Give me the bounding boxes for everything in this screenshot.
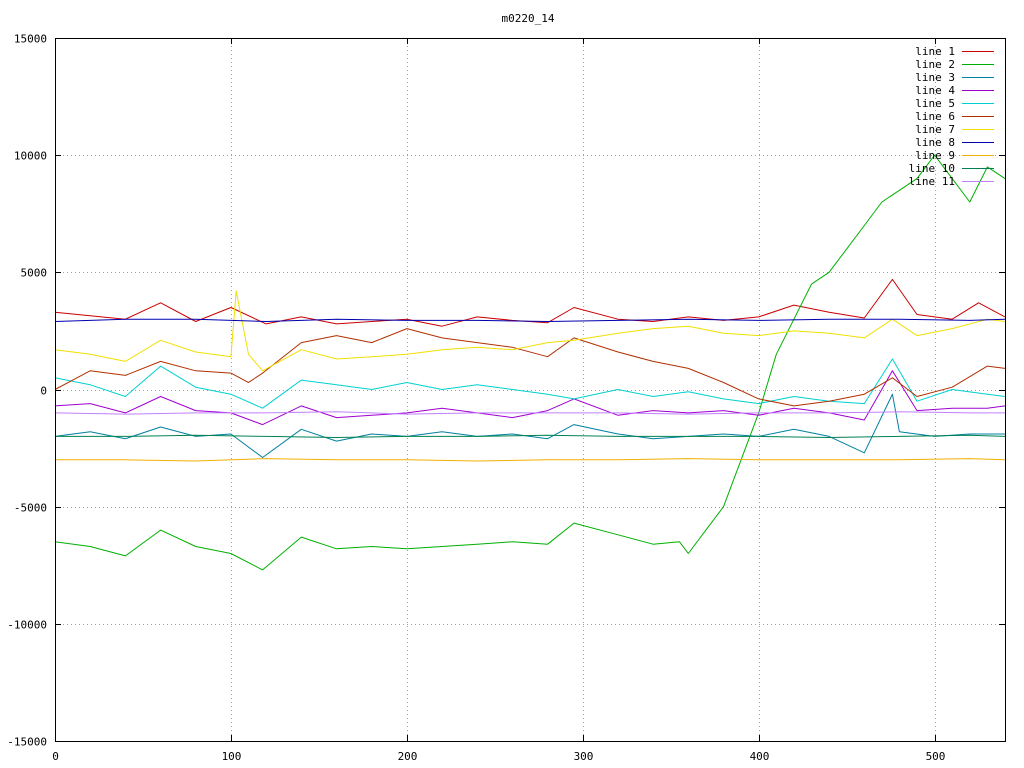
x-tick-label: 100 xyxy=(222,750,242,763)
legend-label: line 10 xyxy=(909,162,955,175)
y-tick-label: 0 xyxy=(40,385,47,398)
y-tick-label: 5000 xyxy=(21,267,48,280)
y-tick-label: -15000 xyxy=(7,736,47,749)
x-tick-label: 400 xyxy=(750,750,770,763)
series-2-line xyxy=(54,154,1006,571)
series-7-line xyxy=(54,290,1006,372)
series-3-line xyxy=(54,393,1005,458)
y-tick-label: -5000 xyxy=(14,502,47,515)
series-11-line xyxy=(54,411,1005,415)
legend-label: line 1 xyxy=(915,45,955,58)
series-4-line xyxy=(54,370,1006,426)
series-8-line xyxy=(54,318,1006,322)
series-10-line xyxy=(55,434,1006,438)
chart-title: m0220_14 xyxy=(502,12,555,25)
y-tick-label: 15000 xyxy=(14,33,47,46)
axis-ticks: 0 100 200 300 400 500 -15000 -10000 -5000 0 5000 10… xyxy=(7,33,1005,763)
legend-label: line 6 xyxy=(915,110,955,123)
series-1-line xyxy=(54,278,1006,327)
legend-label: line 8 xyxy=(915,136,955,149)
legend-label: line 3 xyxy=(915,71,955,84)
x-tick-label: 300 xyxy=(574,750,594,763)
legend-label: line 2 xyxy=(915,58,955,71)
legend-label: line 5 xyxy=(915,97,955,110)
series-layer xyxy=(54,154,1006,571)
x-tick-label: 500 xyxy=(926,750,946,763)
legend-label: line 11 xyxy=(909,175,955,188)
x-tick-label: 200 xyxy=(398,750,418,763)
legend-label: line 7 xyxy=(915,123,955,136)
legend-label: line 4 xyxy=(915,84,955,97)
y-tick-label: 10000 xyxy=(14,150,47,163)
series-6-line xyxy=(54,328,1006,407)
series-9-line xyxy=(55,458,1006,462)
legend-label: line 9 xyxy=(915,149,955,162)
x-tick-label: 0 xyxy=(52,750,59,763)
y-tick-label: -10000 xyxy=(7,619,47,632)
